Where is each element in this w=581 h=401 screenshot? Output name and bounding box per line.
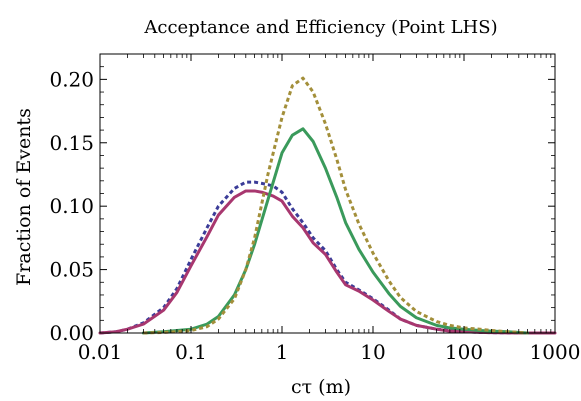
chart-title: Acceptance and Efficiency (Point LHS) — [143, 17, 497, 38]
y-axis-label: Fraction of Events — [13, 108, 35, 286]
y-tick-label: 0.00 — [49, 321, 94, 345]
series-line-1 — [98, 189, 557, 335]
x-tick-label: 10 — [360, 340, 385, 364]
x-tick-label: 1 — [276, 340, 289, 364]
y-tick-label: 0.20 — [49, 67, 94, 91]
x-tick-label: 0.1 — [175, 340, 207, 364]
axes-layer: 0.01 0.1 1 10 100 1000 0.00 0.05 0.10 0.15 0.20 — [49, 53, 581, 364]
plot-frame — [99, 53, 556, 334]
x-tick-label: 0.01 — [78, 340, 123, 364]
x-axis-label: cτ (m) — [291, 376, 351, 398]
series-line-0 — [99, 180, 555, 335]
y-tick-label: 0.15 — [49, 131, 94, 155]
series-layer — [98, 76, 557, 335]
x-tick-label: 1000 — [530, 340, 581, 364]
series-line-2 — [141, 127, 530, 335]
x-tick-label: 100 — [445, 340, 483, 364]
y-tick-label: 0.05 — [49, 258, 94, 282]
y-tick-label: 0.10 — [49, 194, 94, 218]
series-line-3 — [143, 76, 528, 335]
